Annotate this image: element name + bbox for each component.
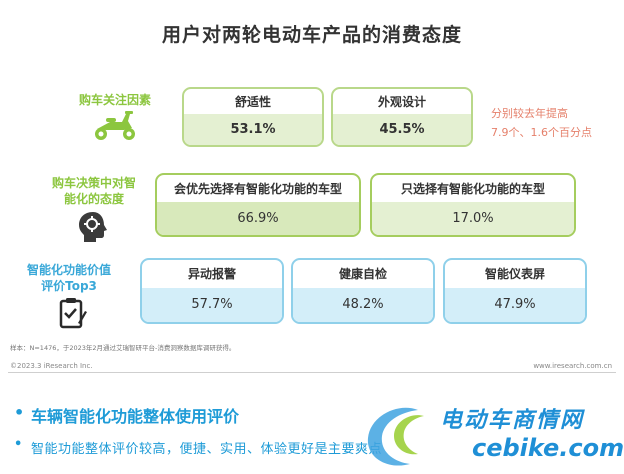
card-comfort-label: 舒适性 <box>234 95 271 110</box>
website-link[interactable]: www.iresearch.com.cn <box>533 362 612 370</box>
card-health-check-label: 健康自检 <box>338 267 387 282</box>
card-anomaly-alarm-value: 57.7% <box>142 287 282 322</box>
card-prefer-smart: 会优先选择有智能化功能的车型 66.9% <box>155 173 361 237</box>
clipboard-check-icon <box>59 298 87 329</box>
scooter-icon <box>95 111 135 140</box>
copyright: ©2023.3 iResearch Inc. <box>10 362 93 370</box>
card-health-check-value: 48.2% <box>293 287 433 322</box>
concern-label: 购车关注因素 <box>60 92 170 108</box>
card-anomaly-alarm-label: 异动报警 <box>187 267 236 282</box>
page-title: 用户对两轮电动车产品的消费态度 <box>161 24 462 46</box>
cebike-logo-icon <box>367 407 424 466</box>
decision-label-line2: 能化的态度 <box>63 192 124 206</box>
card-appearance-value: 45.5% <box>333 114 471 145</box>
card-comfort: 舒适性 53.1% <box>182 87 324 147</box>
card-appearance: 外观设计 45.5% <box>331 87 473 147</box>
divider <box>8 372 616 373</box>
head-thinking-icon <box>79 212 107 242</box>
card-appearance-label: 外观设计 <box>377 95 426 110</box>
top3-label-line1: 智能化功能价值 <box>26 263 111 277</box>
watermark-cn: 电动车商情网 <box>440 408 585 433</box>
card-prefer-smart-label: 会优先选择有智能化功能的车型 <box>173 182 342 196</box>
card-comfort-value: 53.1% <box>184 114 322 145</box>
card-prefer-smart-value: 66.9% <box>157 202 359 235</box>
watermark-en: cebike.com <box>472 434 624 462</box>
card-only-smart: 只选择有智能化功能的车型 17.0% <box>370 173 576 237</box>
card-only-smart-value: 17.0% <box>372 202 574 235</box>
bullet-heading: 车辆智能化功能整体使用评价 <box>31 407 240 426</box>
watermark: 电动车商情网 cebike.com <box>360 400 624 474</box>
decision-label-line1: 购车决策中对智 <box>51 176 136 190</box>
card-only-smart-label: 只选择有智能化功能的车型 <box>400 182 545 196</box>
decision-label: 购车决策中对智 能化的态度 <box>40 175 148 207</box>
card-smart-dashboard-value: 47.9% <box>445 287 585 322</box>
increase-note-line2: 7.9个、1.6个百分点 <box>491 126 592 139</box>
bullet-dot-2: • <box>14 437 23 452</box>
concern-label-text: 购车关注因素 <box>78 93 151 107</box>
source-note: 样本：N=1476，于2023年2月通过艾瑞智研平台-消费洞察数据库调研获得。 <box>10 344 236 352</box>
top3-label: 智能化功能价值 评价Top3 <box>10 262 128 294</box>
increase-note: 分别较去年提高 7.9个、1.6个百分点 <box>491 104 592 142</box>
card-anomaly-alarm: 异动报警 57.7% <box>140 258 284 324</box>
card-smart-dashboard-label: 智能仪表屏 <box>484 267 545 282</box>
card-smart-dashboard: 智能仪表屏 47.9% <box>443 258 587 324</box>
increase-note-line1: 分别较去年提高 <box>491 107 568 120</box>
card-health-check: 健康自检 48.2% <box>291 258 435 324</box>
bullet-dot-1: • <box>14 403 25 422</box>
bullet-summary: 智能功能整体评价较高，便捷、实用、体验更好是主要爽点 <box>31 442 383 457</box>
top3-label-line2: 评价Top3 <box>41 279 97 293</box>
